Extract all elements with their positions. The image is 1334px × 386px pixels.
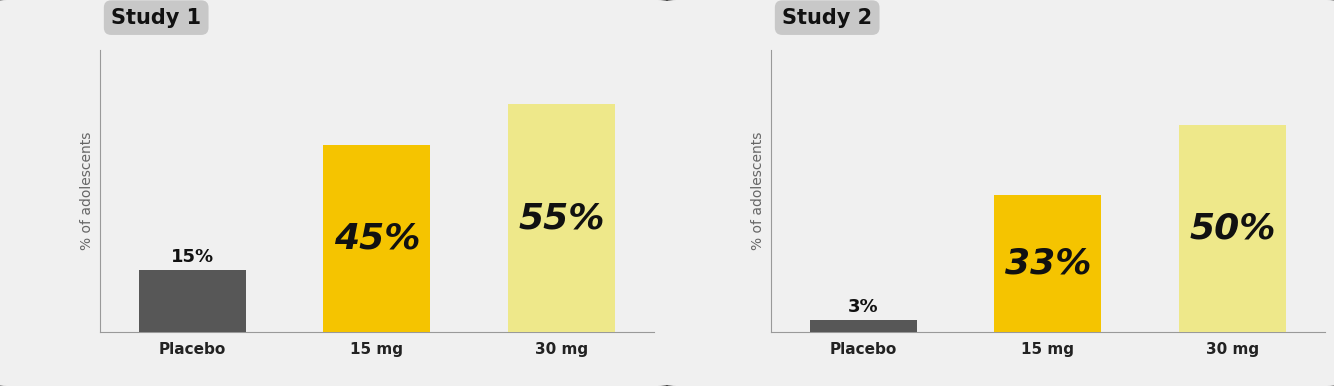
Text: 55%: 55% [518, 201, 604, 235]
Text: 45%: 45% [334, 222, 420, 256]
Bar [323, 146, 431, 332]
Bar [810, 320, 916, 332]
Text: 15%: 15% [171, 249, 213, 266]
Bar [1179, 125, 1286, 332]
Bar [508, 104, 615, 332]
Y-axis label: % of adolescents: % of adolescents [751, 132, 766, 250]
Bar [139, 270, 245, 332]
Text: Study 1: Study 1 [111, 8, 201, 28]
Text: 50%: 50% [1189, 212, 1275, 245]
Text: 33%: 33% [1005, 247, 1091, 281]
Bar [994, 195, 1102, 332]
Text: 3%: 3% [848, 298, 879, 316]
Text: Study 2: Study 2 [782, 8, 872, 28]
Y-axis label: % of adolescents: % of adolescents [80, 132, 95, 250]
